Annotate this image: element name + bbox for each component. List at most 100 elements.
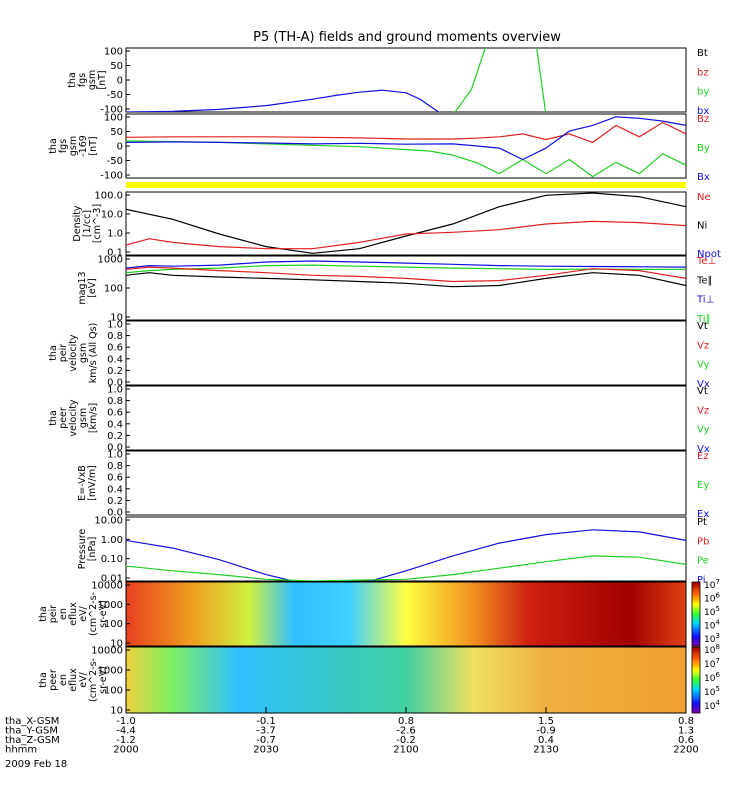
y-axis-label: [mV/m] xyxy=(87,465,98,501)
y-tick-label: 1.0 xyxy=(107,229,123,240)
time-axis-value: -4.4 xyxy=(116,726,136,737)
time-axis-row-label: tha_Y-GSM xyxy=(5,726,58,737)
time-axis-value: -0.2 xyxy=(396,735,416,746)
legend-entry: bx xyxy=(697,106,709,117)
series-line-3 xyxy=(126,116,686,161)
series-line-2 xyxy=(126,264,686,274)
y-tick-label: 0.4 xyxy=(107,484,123,495)
y-tick-label: 10.00 xyxy=(94,516,123,527)
y-axis-label: gsm xyxy=(78,408,89,428)
series-line-1 xyxy=(126,529,686,581)
y-axis-label: velocity xyxy=(68,399,79,437)
legend-entry: Vz xyxy=(697,405,709,416)
y-axis-label: tha xyxy=(38,606,49,622)
time-axis-value: 2100 xyxy=(393,745,418,756)
time-axis-value: 0.4 xyxy=(538,735,554,746)
time-axis-value: -0.7 xyxy=(256,735,276,746)
y-tick-label: 50 xyxy=(110,61,123,72)
panel-2: 100 50 0 -50 -100 tha fgs gsm -169 [nT] Bz By Bx xyxy=(48,113,710,184)
legend-entry: By xyxy=(697,143,710,154)
legend-entry: Vy xyxy=(697,425,710,436)
legend-entry: Pb xyxy=(697,536,709,547)
legend-entry: Ti∥ xyxy=(696,314,711,325)
y-axis-label: peer xyxy=(58,407,69,429)
time-axis-value: 2200 xyxy=(673,745,698,756)
time-axis-row-label: tha_X-GSM xyxy=(5,716,59,727)
time-axis-value: -0.9 xyxy=(536,726,556,737)
panel-3: 100.0 10.0 1.0 0.1 Density [1/cc] [cm^-3] Ne Ni N… xyxy=(72,191,721,261)
y-axis-label: eV/ xyxy=(78,671,89,687)
y-tick-label: 0.8 xyxy=(107,396,123,407)
time-axis-row-label: hhmm xyxy=(5,745,37,756)
legend-entry: Bz xyxy=(697,114,709,125)
y-tick-label: 100 xyxy=(104,686,123,697)
y-tick-label: 1000 xyxy=(98,255,123,266)
legend-entry: Ey xyxy=(697,480,709,491)
y-axis-label: tha xyxy=(48,410,59,426)
y-tick-label: 0.0 xyxy=(107,443,123,454)
legend-entry: Ex xyxy=(697,509,709,520)
spectrogram xyxy=(126,582,686,646)
panel-frame xyxy=(125,320,687,386)
time-axis-value: 2030 xyxy=(253,745,278,756)
y-tick-label: 0.6 xyxy=(107,473,123,484)
panel-4: 1000 100 10 mag13 [eV] Te⊥ Te∥ Ti⊥ Ti∥ xyxy=(77,255,716,326)
panel-5: 1.00.80.60.40.20.0 tha peir velocity gsm km/s… xyxy=(48,320,710,391)
colorbar-tick: 104 xyxy=(704,699,720,712)
y-tick-label: 100 xyxy=(104,47,123,58)
y-tick-label: 0.1 xyxy=(107,248,123,259)
y-axis-label: peir xyxy=(48,605,59,624)
y-axis-label: [km/s] xyxy=(88,403,99,433)
y-axis-label: (cm^2-s- xyxy=(88,592,99,636)
y-axis-label: -169 xyxy=(78,135,89,157)
colorbar-tick: 105 xyxy=(704,605,720,618)
y-axis-label: fgs xyxy=(58,139,69,153)
y-axis-label: en xyxy=(58,674,69,686)
y-tick-label: 1.00 xyxy=(101,535,123,546)
y-tick-label: 1000 xyxy=(98,600,123,611)
flag-bar xyxy=(126,182,686,188)
y-axis-label: gsm xyxy=(68,136,79,156)
series-line-4 xyxy=(126,272,686,288)
y-tick-label: 0.2 xyxy=(107,431,123,442)
y-tick-label: -50 xyxy=(107,90,123,101)
time-axis-value: -0.1 xyxy=(256,716,276,727)
legend-entry: Vx xyxy=(697,444,710,455)
legend-entry: Te⊥ xyxy=(696,256,716,267)
y-axis-label: km/s (All Qs) xyxy=(88,323,99,384)
panel-frame xyxy=(125,385,687,451)
legend-entry: Te∥ xyxy=(696,275,713,286)
y-tick-label: -50 xyxy=(107,156,123,167)
y-tick-label: -100 xyxy=(100,171,123,182)
legend-entry: Pe xyxy=(697,556,709,567)
y-axis-label: [1/cc] xyxy=(82,210,93,237)
y-axis-label: sr-eV) xyxy=(98,666,109,694)
panel-frame xyxy=(125,450,687,516)
y-tick-label: 1.0 xyxy=(107,450,123,461)
panel-frame xyxy=(125,516,687,582)
legend-entry: Ni xyxy=(697,221,707,232)
time-axis-value: -2.6 xyxy=(396,726,416,737)
panel-6: 1.00.80.60.40.20.0 tha peer velocity gsm [km/… xyxy=(48,385,710,456)
y-axis-label: eflux xyxy=(68,668,79,692)
series-line-1 xyxy=(126,192,686,254)
time-axis-value: -1.2 xyxy=(116,735,136,746)
y-axis-label: E=-VxB xyxy=(77,465,88,500)
y-axis-label: [eV] xyxy=(87,278,98,298)
y-tick-label: 10000 xyxy=(91,581,123,592)
y-axis-label: eflux xyxy=(68,602,79,626)
y-tick-label: 0.0 xyxy=(107,378,123,389)
panel-7: 1.00.80.60.40.20.0 E=-VxB [mV/m] Ez Ey Ex xyxy=(77,450,709,521)
y-tick-label: 100 xyxy=(104,113,123,124)
y-axis-label: mag13 xyxy=(77,271,88,304)
series-line-1 xyxy=(126,121,686,144)
y-tick-label: 10 xyxy=(110,313,123,324)
panel-frame xyxy=(125,191,687,256)
time-axis-row-label: tha_Z-GSM xyxy=(5,735,60,746)
y-tick-label: 0.2 xyxy=(107,366,123,377)
legend-entry: Vy xyxy=(697,360,710,371)
colorbar-tick: 107 xyxy=(704,657,720,670)
